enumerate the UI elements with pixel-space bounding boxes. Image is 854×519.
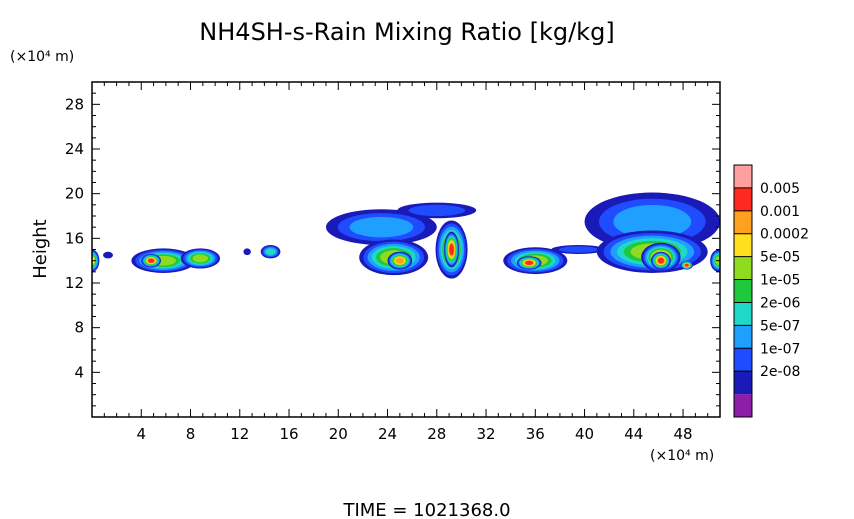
x-tick-label-4: 4 [136, 425, 146, 443]
colorbar-swatch-7 [734, 233, 752, 257]
colorbar-swatch-3 [734, 325, 752, 349]
contour-cell-5-level-4 [265, 248, 276, 256]
x-tick-label-20: 20 [329, 425, 348, 443]
colorbar-swatch-4 [734, 302, 752, 326]
colorbar-label-3: 5e-05 [760, 250, 800, 266]
contour-cell-3-level-6 [192, 254, 209, 263]
colorbar-swatch-5 [734, 279, 752, 303]
y-tick-label-16: 16 [65, 229, 84, 247]
y-tick-label-12: 12 [65, 274, 84, 292]
contour-cell-19-level-9 [657, 257, 665, 264]
colorbar: 0.005 0.001 0.0002 5e-05 1e-05 2e-06 5e-07 1e-0… [733, 164, 809, 418]
x-tick-label-16: 16 [279, 425, 298, 443]
x-tick-label-24: 24 [378, 425, 397, 443]
colorbar-label-7: 1e-07 [760, 341, 800, 357]
x-tick-label-32: 32 [476, 425, 495, 443]
x-unit-label: (×10⁴ m) [650, 448, 714, 464]
contour-cell-12-level-9 [449, 243, 454, 256]
colorbar-label-0: 0.005 [760, 181, 800, 197]
colorbar-label-1: 0.001 [760, 204, 800, 220]
contour-fields [92, 192, 720, 279]
contour-cell-10-level-8 [395, 257, 405, 264]
contour-cell-20-level-9 [684, 263, 689, 267]
contour-cell-4-level-9 [147, 258, 155, 263]
x-tick-label-40: 40 [575, 425, 594, 443]
colorbar-swatch-6 [734, 256, 752, 280]
x-tick-label-28: 28 [427, 425, 446, 443]
colorbar-swatch-10 [734, 165, 752, 188]
y-tick-label-8: 8 [74, 319, 84, 337]
y-unit-label: (×10⁴ m) [10, 49, 74, 65]
colorbar-label-4: 1e-05 [760, 273, 800, 289]
colorbar-swatch-8 [734, 210, 752, 234]
time-label: TIME = 1021368.0 [342, 500, 510, 519]
colorbar-label-8: 2e-08 [760, 364, 800, 380]
y-axis-label: Height [30, 219, 51, 279]
x-tick-label-44: 44 [624, 425, 643, 443]
contour-cell-16-level-3 [613, 204, 692, 239]
contour-cell-14-level-9 [525, 260, 534, 266]
x-tick-label-12: 12 [230, 425, 249, 443]
colorbar-label-5: 2e-06 [760, 295, 800, 311]
colorbar-swatch-9 [734, 187, 752, 211]
x-tick-label-48: 48 [674, 425, 693, 443]
contour-cell-8-level-2 [408, 204, 466, 217]
contour-cell-6-level-1 [243, 248, 251, 256]
colorbar-swatch-0 [734, 394, 752, 417]
x-tick-label-8: 8 [186, 425, 196, 443]
colorbar-swatch-1 [734, 371, 752, 395]
colorbar-swatch-2 [734, 348, 752, 372]
colorbar-label-2: 0.0002 [760, 227, 809, 243]
contour-cell-1-level-1 [103, 251, 113, 259]
y-tick-label-28: 28 [65, 95, 84, 113]
chart-title: NH4SH-s-Rain Mixing Ratio [kg/kg] [199, 18, 614, 46]
contour-cell-7-level-3 [349, 216, 414, 238]
y-tick-label-4: 4 [74, 363, 84, 381]
colorbar-frame [733, 164, 753, 418]
x-tick-label-36: 36 [526, 425, 545, 443]
y-tick-label-20: 20 [65, 185, 84, 203]
contour-cell-15-level-2 [558, 246, 598, 253]
colorbar-label-6: 5e-07 [760, 318, 800, 334]
y-tick-label-24: 24 [65, 140, 84, 158]
